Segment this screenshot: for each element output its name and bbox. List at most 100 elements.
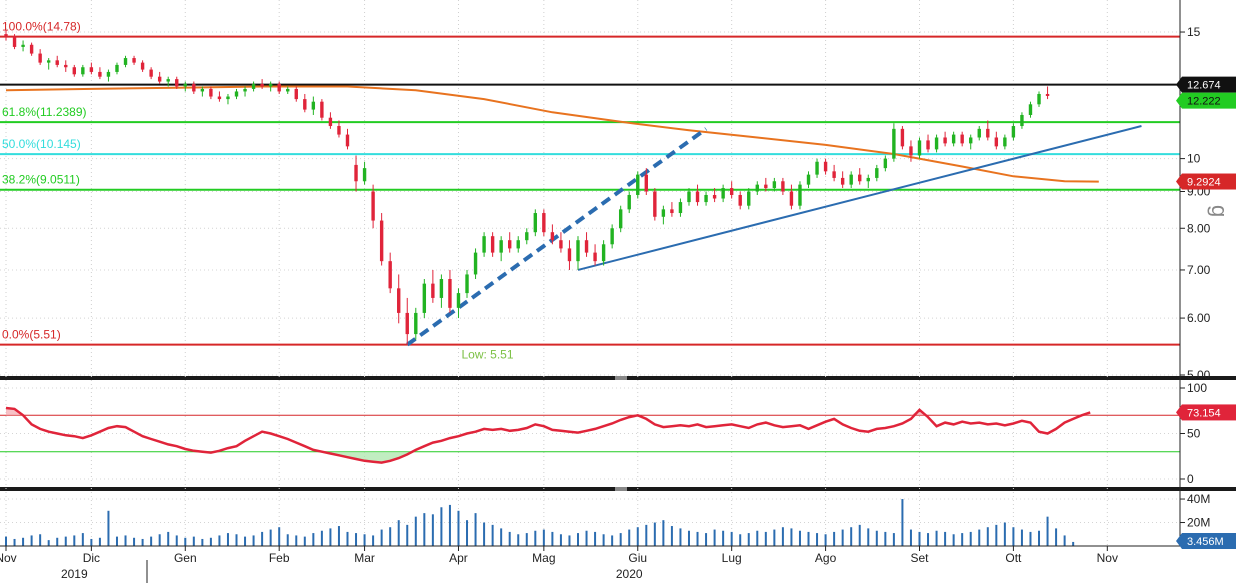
candle-body	[38, 53, 42, 63]
volume-bar	[218, 535, 221, 546]
volume-bar	[1020, 529, 1023, 546]
candle-body	[328, 117, 333, 127]
candle-body	[994, 137, 999, 147]
rsi-line	[5, 406, 1091, 464]
volume-bar	[355, 533, 358, 546]
candle-body	[986, 128, 990, 138]
volume-bar	[841, 529, 844, 546]
candle-body	[46, 60, 51, 63]
price-tick-label: 10	[1187, 152, 1201, 166]
volume-bar	[858, 524, 861, 546]
volume-bar	[585, 530, 588, 546]
volume-panel	[0, 498, 1180, 546]
volume-bar	[670, 526, 673, 546]
candle-body	[533, 213, 538, 233]
volume-bar	[397, 520, 400, 546]
price-tag-arrow	[1176, 173, 1182, 190]
fib-level-label: 0.0%(5.51)	[2, 328, 61, 342]
volume-bar	[756, 530, 759, 546]
price-tick-label: 5.00	[1187, 368, 1211, 382]
volume-bar	[90, 538, 93, 546]
candle-body	[388, 261, 392, 289]
volume-bar	[1046, 516, 1049, 546]
candle-body	[89, 67, 94, 72]
candle-body	[12, 36, 17, 47]
volume-bar	[414, 516, 417, 546]
candle-body	[550, 232, 555, 241]
volume-bar	[98, 537, 101, 546]
volume-bar	[448, 504, 451, 546]
month-label: Ott	[1005, 551, 1022, 565]
volume-bar	[687, 530, 690, 546]
volume-bar	[474, 513, 477, 546]
candle-body	[755, 184, 759, 192]
candle-body	[601, 244, 606, 262]
candle-body	[866, 177, 870, 182]
candle-body	[789, 191, 794, 206]
volume-bar	[320, 530, 323, 546]
trendline-dashed	[406, 127, 708, 347]
candle-body	[243, 88, 247, 92]
volume-bar	[662, 520, 665, 546]
candle-body	[354, 164, 358, 182]
candle-body	[729, 188, 734, 195]
volume-bar	[901, 499, 904, 546]
volume-bar	[773, 529, 776, 546]
month-label: Dic	[83, 551, 100, 565]
volume-bar	[645, 524, 648, 546]
volume-bar	[483, 522, 486, 546]
volume-bar	[611, 535, 614, 546]
moving-average	[5, 85, 1099, 183]
price-tick-label: 7.00	[1187, 263, 1211, 277]
volume-bar	[927, 533, 930, 546]
price-tag: 9.2924	[1187, 177, 1221, 189]
volume-bar	[978, 529, 981, 546]
volume-bar	[944, 531, 947, 546]
candle-body	[875, 168, 879, 178]
candle-body	[311, 101, 316, 110]
price-tag: 12.222	[1187, 96, 1221, 108]
candle-body	[840, 177, 845, 185]
candle-body	[636, 174, 640, 195]
side-label: g	[1207, 205, 1232, 217]
price-tag-bg	[1182, 76, 1236, 93]
candle-body	[909, 146, 913, 156]
candle-body	[704, 194, 708, 203]
rsi-tag-bg	[1182, 404, 1236, 421]
volume-bar	[739, 534, 742, 546]
volume-bar	[457, 510, 460, 546]
volume-bar	[423, 513, 426, 546]
candle-body	[303, 99, 307, 110]
candle-body	[81, 67, 85, 75]
volume-bar	[363, 534, 366, 546]
candle-body	[414, 312, 418, 335]
panel-resize-handle	[615, 487, 627, 491]
volume-bar	[30, 535, 33, 546]
candle-body	[371, 191, 375, 221]
candle-body	[823, 161, 828, 172]
volume-bar	[466, 520, 469, 546]
candle-body	[687, 191, 691, 203]
volume-bar	[952, 534, 955, 546]
volume-bar	[346, 531, 349, 546]
price-tags: 12.674 12.222 9.2924 73.154 3.456M	[1176, 76, 1236, 549]
volume-bar	[722, 530, 725, 546]
volume-tag-bg	[1182, 533, 1236, 549]
candle-body	[542, 213, 546, 233]
month-label: Giu	[628, 551, 647, 565]
candle-body	[362, 168, 367, 182]
volume-bar	[986, 527, 989, 546]
candle-body	[72, 67, 76, 75]
candle-body	[1020, 114, 1024, 127]
volume-bar	[389, 527, 392, 546]
volume-bar	[261, 531, 264, 546]
candle-body	[1003, 137, 1007, 147]
candle-body	[268, 83, 273, 87]
candle-body	[764, 184, 768, 189]
candle-body	[772, 181, 777, 189]
candle-body	[260, 83, 264, 87]
year-label: 2019	[61, 567, 88, 581]
volume-bar	[406, 524, 409, 546]
volume-bar	[534, 530, 537, 546]
